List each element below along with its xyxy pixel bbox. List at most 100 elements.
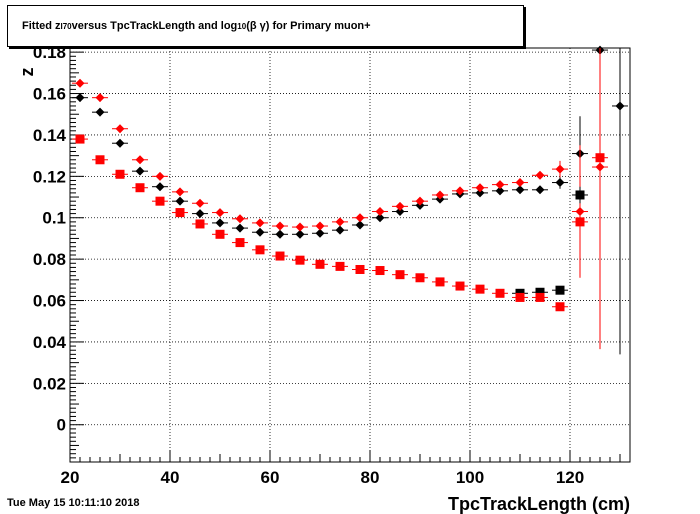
data-point — [452, 281, 468, 291]
series-3-square-red — [72, 134, 608, 312]
y-tick-label: 0.08 — [33, 250, 66, 269]
diamond-marker — [555, 164, 565, 174]
y-tick-label: 0.12 — [33, 167, 66, 186]
series-1-diamond-red — [72, 48, 608, 350]
diamond-marker — [355, 213, 365, 223]
data-point — [612, 48, 628, 355]
data-point — [572, 186, 588, 204]
data-point — [212, 229, 228, 239]
data-point — [132, 166, 148, 176]
diamond-marker — [535, 185, 545, 195]
data-point — [252, 218, 268, 228]
data-point — [532, 185, 548, 195]
diamond-marker — [315, 228, 325, 238]
data-point — [232, 223, 248, 233]
y-axis-title: z — [17, 68, 37, 77]
data-point — [472, 284, 488, 294]
square-marker — [555, 302, 565, 312]
square-marker — [595, 153, 605, 163]
data-point — [372, 207, 388, 217]
data-point — [432, 277, 448, 287]
y-tick-label: 0.02 — [33, 374, 66, 393]
diamond-marker — [495, 186, 505, 196]
diamond-marker — [255, 227, 265, 237]
square-marker — [155, 196, 165, 206]
data-point — [332, 261, 348, 271]
data-point — [592, 48, 608, 350]
data-point — [372, 213, 388, 223]
diamond-marker — [155, 182, 165, 192]
data-point — [352, 264, 368, 274]
data-point — [312, 221, 328, 231]
data-point — [412, 196, 428, 206]
y-tick-label: 0.04 — [33, 333, 67, 352]
data-point — [452, 186, 468, 196]
x-tick-label: 60 — [261, 468, 280, 487]
square-marker — [455, 281, 465, 291]
data-point — [92, 107, 108, 117]
x-axis-title: TpcTrackLength (cm) — [448, 494, 630, 514]
square-marker — [495, 288, 505, 298]
diamond-marker — [115, 138, 125, 148]
diamond-marker — [335, 217, 345, 227]
data-point — [552, 285, 568, 295]
y-tick-label: 0.06 — [33, 292, 66, 311]
data-point — [492, 180, 508, 190]
diamond-marker — [195, 209, 205, 219]
data-point — [112, 169, 128, 179]
data-point — [512, 185, 528, 195]
chart-title: Fitted z I70 versus TpcTrackLength and lo… — [7, 5, 524, 47]
square-marker — [515, 292, 525, 302]
diamond-marker — [135, 155, 145, 165]
square-marker — [375, 266, 385, 276]
diamond-marker — [275, 221, 285, 231]
diamond-marker — [195, 198, 205, 208]
y-tick-label: 0.16 — [33, 85, 66, 104]
diamond-marker — [255, 218, 265, 228]
data-point — [512, 292, 528, 302]
series-0-diamond-black — [72, 45, 628, 355]
data-point — [412, 273, 428, 283]
diamond-marker — [335, 225, 345, 235]
y-tick-label: 0.14 — [33, 126, 67, 145]
data-point — [112, 138, 128, 148]
data-point — [212, 208, 228, 218]
data-point — [72, 93, 88, 103]
diamond-marker — [495, 180, 505, 190]
diamond-marker — [315, 221, 325, 231]
diamond-marker — [295, 229, 305, 239]
data-point — [152, 171, 168, 181]
square-marker — [335, 261, 345, 271]
y-tick-label: 0.18 — [33, 43, 66, 62]
square-marker — [295, 255, 305, 265]
diamond-marker — [175, 187, 185, 197]
square-marker — [395, 270, 405, 280]
diamond-marker — [455, 186, 465, 196]
title-middle: versus TpcTrackLength and log — [71, 20, 238, 32]
x-tick-label: 80 — [361, 468, 380, 487]
title-subscript-10: 10 — [237, 21, 247, 31]
square-marker — [215, 229, 225, 239]
diamond-marker — [435, 190, 445, 200]
diamond-marker — [555, 178, 565, 188]
diamond-marker — [395, 201, 405, 211]
title-subscript-i70: I70 — [60, 21, 72, 31]
data-point — [132, 155, 148, 165]
data-point — [552, 160, 568, 178]
square-marker — [555, 285, 565, 295]
data-point — [472, 183, 488, 193]
data-point — [132, 183, 148, 193]
diamond-marker — [295, 222, 305, 232]
square-marker — [435, 277, 445, 287]
diamond-marker — [75, 93, 85, 103]
diamond-marker — [235, 214, 245, 224]
square-marker — [535, 292, 545, 302]
data-point — [192, 198, 208, 208]
data-point — [192, 209, 208, 219]
data-point — [192, 219, 208, 229]
square-marker — [415, 273, 425, 283]
title-suffix: (β γ) for Primary muon+ — [246, 20, 371, 32]
data-point — [252, 227, 268, 237]
data-point — [492, 288, 508, 298]
